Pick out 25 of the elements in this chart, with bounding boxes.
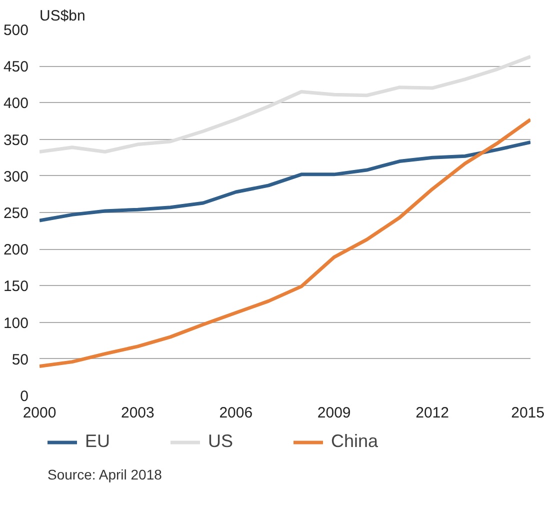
line-series (40, 118, 530, 368)
y-tick-label: 150 (3, 278, 29, 296)
y-tick-label: 250 (3, 205, 29, 222)
x-tick-label: 2012 (416, 404, 449, 422)
legend-label: EU (85, 431, 110, 452)
y-tick-label: 50 (12, 351, 29, 368)
legend-label: US (208, 431, 234, 452)
x-tick-label: 2006 (219, 404, 253, 422)
y-axis-title: US$bn (40, 8, 86, 24)
y-tick-label: 450 (3, 58, 29, 76)
x-tick-label: 2003 (121, 404, 154, 422)
x-tick-label: 2015 (511, 404, 544, 422)
source-note: Source: April 2018 (48, 466, 162, 482)
y-tick-label: 100 (3, 314, 29, 332)
y-tick-label: 200 (3, 242, 29, 259)
y-tick-label: 500 (3, 22, 29, 39)
y-tick-label: 350 (3, 132, 29, 149)
x-tick-label: 2009 (317, 404, 351, 422)
line-series (40, 140, 530, 222)
x-tick-label: 2000 (22, 404, 56, 422)
legend-label: China (331, 431, 378, 452)
y-tick-label: 0 (20, 388, 28, 405)
line-series (40, 54, 530, 154)
y-tick-label: 300 (3, 168, 29, 186)
y-tick-label: 400 (3, 95, 29, 112)
